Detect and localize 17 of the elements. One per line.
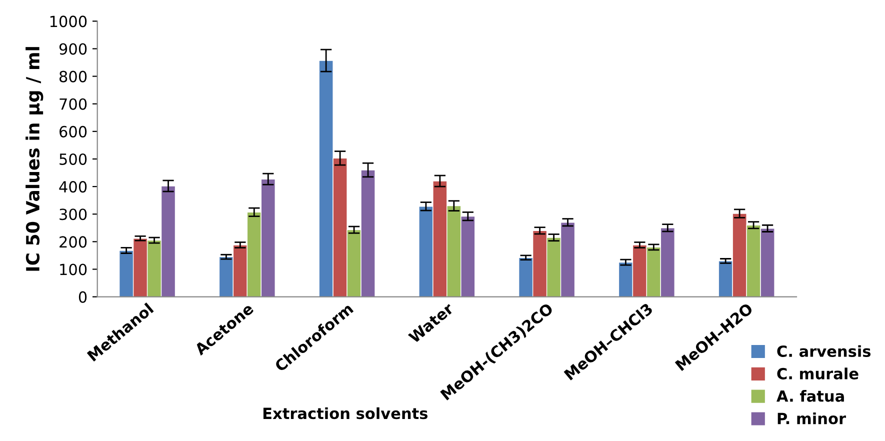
x-axis-title: Extraction solvents — [263, 407, 428, 420]
y-tick-label: 100 — [60, 264, 87, 276]
legend-label: C. arvensis — [777, 345, 871, 358]
legend-label: P. minor — [778, 412, 846, 424]
y-tick-label: 200 — [60, 236, 87, 248]
y-tick-label: 400 — [59, 181, 87, 193]
y-tick-label: 800 — [60, 70, 87, 82]
y-tick-label: 0 — [78, 291, 87, 303]
legend-label: A. fatua — [776, 390, 844, 402]
y-tick-label: 700 — [60, 98, 87, 110]
y-tick-label: 500 — [60, 153, 87, 165]
y-tick-label: 600 — [60, 126, 87, 138]
y-tick-label: 900 — [59, 43, 87, 55]
y-tick-label: 300 — [60, 208, 87, 220]
y-axis-title: IC 50 Values in µg / ml — [26, 47, 44, 271]
legend-label: C. murale — [777, 368, 858, 380]
y-tick-label: 1000 — [50, 16, 87, 28]
